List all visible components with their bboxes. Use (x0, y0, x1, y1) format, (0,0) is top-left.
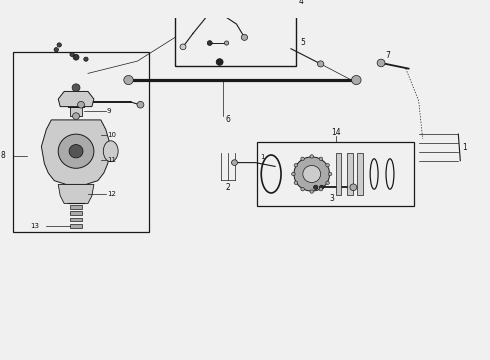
Circle shape (84, 57, 88, 61)
Circle shape (224, 41, 229, 45)
Circle shape (216, 59, 223, 65)
Bar (175, 0, 296, 66)
Circle shape (350, 184, 357, 190)
Text: 13: 13 (30, 223, 40, 229)
Bar (70, 224, 82, 228)
Text: 2: 2 (225, 183, 230, 192)
Circle shape (58, 134, 94, 168)
Circle shape (319, 188, 323, 191)
Bar (257, 142, 414, 206)
Circle shape (314, 185, 318, 189)
Circle shape (137, 102, 144, 108)
Bar (347, 153, 353, 195)
Bar (70, 107, 82, 116)
Bar (13, 51, 149, 232)
Text: 8: 8 (0, 152, 5, 161)
Bar (70, 205, 82, 209)
Circle shape (351, 76, 361, 85)
Bar (70, 218, 82, 221)
Circle shape (73, 113, 79, 120)
Circle shape (241, 34, 247, 40)
Circle shape (310, 155, 314, 158)
Circle shape (70, 52, 74, 57)
Circle shape (292, 172, 295, 176)
Circle shape (72, 84, 80, 91)
Circle shape (212, 9, 217, 14)
Circle shape (310, 190, 314, 193)
Circle shape (77, 102, 84, 108)
Circle shape (73, 54, 79, 60)
Text: 11: 11 (107, 157, 116, 163)
Circle shape (301, 157, 304, 161)
Ellipse shape (103, 141, 118, 162)
Bar (336, 153, 342, 195)
Circle shape (318, 61, 324, 67)
Text: 5: 5 (301, 37, 306, 46)
Circle shape (294, 181, 297, 184)
Circle shape (69, 145, 83, 158)
Text: 14: 14 (332, 128, 341, 137)
Circle shape (328, 172, 332, 176)
Text: 9: 9 (107, 108, 111, 114)
Text: 6: 6 (225, 116, 230, 125)
Circle shape (57, 43, 61, 47)
Polygon shape (207, 2, 222, 17)
Text: 7: 7 (385, 51, 390, 60)
Circle shape (326, 181, 329, 184)
Circle shape (326, 163, 329, 167)
Polygon shape (41, 120, 111, 184)
Text: 10: 10 (107, 132, 116, 138)
Text: 12: 12 (107, 191, 116, 197)
Circle shape (377, 59, 385, 67)
Circle shape (319, 157, 323, 161)
Text: 1: 1 (260, 154, 265, 160)
Circle shape (54, 48, 58, 52)
Text: 3: 3 (330, 194, 335, 203)
Bar (357, 153, 363, 195)
Circle shape (232, 160, 238, 166)
Polygon shape (58, 91, 94, 107)
Text: 1: 1 (462, 143, 467, 152)
Text: 4: 4 (299, 0, 304, 6)
Circle shape (319, 185, 324, 189)
Circle shape (207, 41, 212, 45)
Circle shape (180, 44, 186, 50)
Circle shape (294, 163, 297, 167)
Circle shape (301, 188, 304, 191)
Circle shape (303, 166, 320, 183)
Polygon shape (58, 184, 94, 203)
Circle shape (124, 76, 133, 85)
Circle shape (294, 157, 330, 191)
Bar (70, 211, 82, 215)
